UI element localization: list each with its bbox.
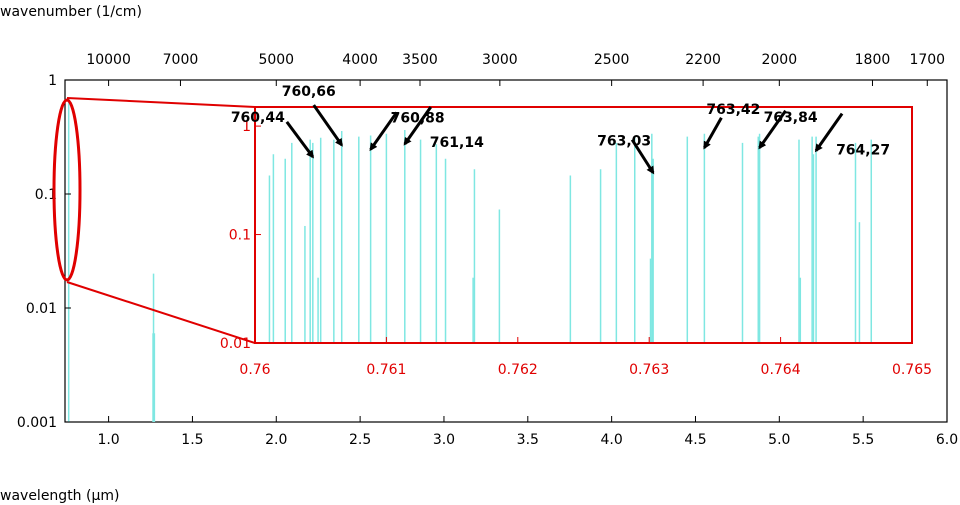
annotation-arrow bbox=[758, 109, 787, 150]
annotation-label: 760,88 bbox=[391, 110, 445, 126]
main-plot bbox=[67, 97, 156, 422]
inset-x-tick-label: 0.764 bbox=[761, 362, 801, 378]
x-tick-label: 6.0 bbox=[936, 432, 958, 448]
zoom-callout bbox=[52, 97, 256, 344]
main-plot-frame bbox=[64, 79, 948, 423]
y-tick-label: 0.1 bbox=[35, 187, 57, 203]
inset-x-tick-label: 0.761 bbox=[366, 362, 406, 378]
x-tick-label: 1.5 bbox=[181, 432, 203, 448]
x-tick-label: 5.0 bbox=[768, 432, 790, 448]
secondary-x-tick-label: 2000 bbox=[761, 52, 797, 68]
annotation-label: 763,42 bbox=[706, 102, 760, 118]
x-tick-label: 1.0 bbox=[97, 432, 119, 448]
inset-y-tick-label: 1 bbox=[242, 119, 251, 135]
annotation-arrow bbox=[312, 104, 343, 147]
inset-plot bbox=[268, 130, 873, 342]
x-tick-label: 4.5 bbox=[684, 432, 706, 448]
inset-x-tick-label: 0.76 bbox=[239, 362, 270, 378]
x-tick-label: 4.0 bbox=[601, 432, 623, 448]
annotation-label: 760,44 bbox=[231, 110, 285, 126]
annotation-label: 761,14 bbox=[430, 135, 484, 151]
x-tick-label: 3.0 bbox=[433, 432, 455, 448]
x-tick-label: 3.5 bbox=[517, 432, 539, 448]
y-tick-label: 0.01 bbox=[26, 301, 57, 317]
secondary-x-tick-label: 3500 bbox=[402, 52, 438, 68]
secondary-x-tick-label: 2500 bbox=[594, 52, 630, 68]
annotation-label: 763,84 bbox=[764, 110, 818, 126]
annotation-arrow bbox=[369, 111, 398, 152]
x-axis-label: wavelength (µm) bbox=[0, 488, 119, 504]
secondary-x-tick-label: 4000 bbox=[342, 52, 378, 68]
inset-axes: 0.76 0.761 0.762 0.763 0.764 0.765 0.01 0.1 1 bbox=[220, 119, 932, 378]
zoom-line-top bbox=[66, 97, 256, 108]
secondary-x-tick-label: 3000 bbox=[482, 52, 518, 68]
annotation-label: 760,66 bbox=[282, 84, 336, 100]
inset-x-tick-label: 0.762 bbox=[498, 362, 538, 378]
annotation-label: 763,03 bbox=[597, 134, 651, 150]
secondary-x-axis-label: wavenumber (1/cm) bbox=[0, 4, 142, 20]
inset-x-tick-label: 0.763 bbox=[629, 362, 669, 378]
annotation-arrow bbox=[403, 106, 433, 146]
y-tick-label: 0.001 bbox=[17, 415, 57, 431]
annotation-label: 764,27 bbox=[836, 143, 890, 159]
inset-y-tick-label: 0.01 bbox=[220, 336, 251, 352]
zoom-ellipse bbox=[52, 98, 82, 282]
secondary-x-tick-label: 1800 bbox=[855, 52, 891, 68]
inset-x-tick-label: 0.765 bbox=[892, 362, 932, 378]
annotation-arrow bbox=[703, 117, 723, 150]
secondary-x-tick-label: 2200 bbox=[685, 52, 721, 68]
secondary-x-tick-label: 10000 bbox=[86, 52, 131, 68]
inset-y-tick-label: 0.1 bbox=[229, 228, 251, 244]
secondary-x-tick-label: 5000 bbox=[258, 52, 294, 68]
x-tick-label: 2.5 bbox=[349, 432, 371, 448]
annotation-arrow bbox=[285, 121, 315, 159]
secondary-x-tick-label: 7000 bbox=[163, 52, 199, 68]
y-tick-label: 1 bbox=[48, 73, 57, 89]
x-tick-label: 2.0 bbox=[265, 432, 287, 448]
inset-plot-frame bbox=[254, 106, 913, 344]
main-axes: 1.0 1.5 2.0 2.5 3.0 3.5 4.0 4.5 5.0 5.5 6.0 0.001 0.… bbox=[17, 52, 958, 448]
zoom-line-bottom bbox=[66, 281, 256, 344]
x-tick-label: 5.5 bbox=[852, 432, 874, 448]
secondary-x-tick-label: 1700 bbox=[909, 52, 945, 68]
annotation-arrow bbox=[814, 112, 844, 153]
inset-annotations: 760,44 760,66 760,88 761,14 763,03 763,42 763,… bbox=[231, 84, 890, 175]
annotation-arrow bbox=[630, 138, 655, 175]
